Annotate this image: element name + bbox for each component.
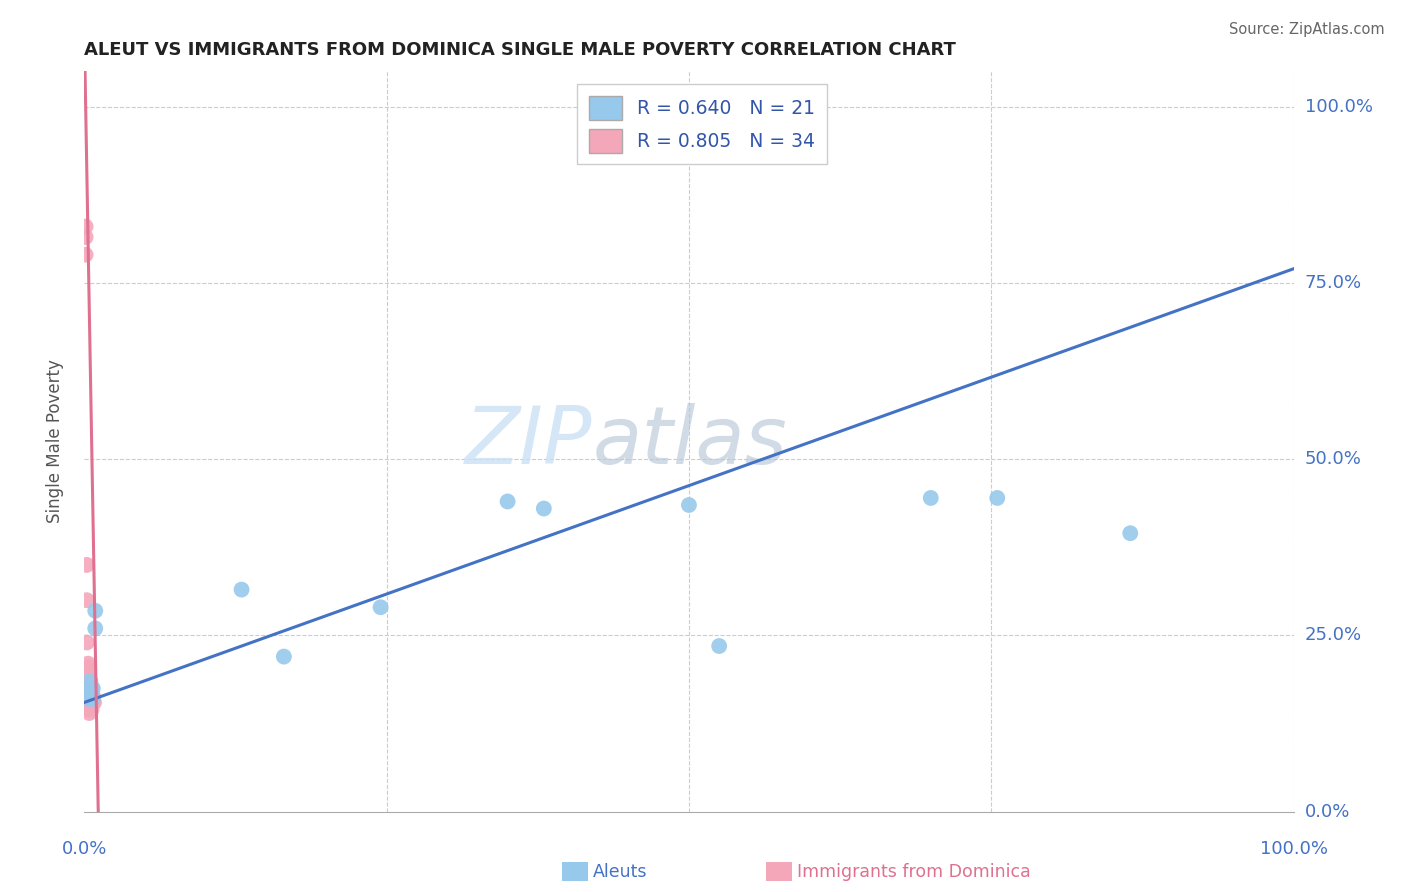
Point xyxy=(79,689,101,703)
Point xyxy=(77,692,100,706)
Point xyxy=(80,681,103,696)
Point xyxy=(77,706,100,720)
Point xyxy=(77,698,100,713)
Point xyxy=(920,491,942,505)
Point xyxy=(77,657,100,671)
Text: 25.0%: 25.0% xyxy=(1305,626,1362,644)
Text: Aleuts: Aleuts xyxy=(593,863,648,881)
Text: ZIP: ZIP xyxy=(465,402,592,481)
Point xyxy=(75,678,97,692)
Point xyxy=(709,639,731,653)
Point xyxy=(75,230,97,244)
Text: Immigrants from Dominica: Immigrants from Dominica xyxy=(797,863,1031,881)
Text: ALEUT VS IMMIGRANTS FROM DOMINICA SINGLE MALE POVERTY CORRELATION CHART: ALEUT VS IMMIGRANTS FROM DOMINICA SINGLE… xyxy=(84,41,956,59)
Point xyxy=(84,604,107,618)
Point xyxy=(80,689,103,703)
Point xyxy=(77,674,100,689)
Point xyxy=(370,600,392,615)
Point xyxy=(79,674,101,689)
Point xyxy=(77,681,100,696)
Text: 50.0%: 50.0% xyxy=(1305,450,1361,468)
Point xyxy=(79,689,101,703)
Text: 100.0%: 100.0% xyxy=(1260,840,1327,858)
Point xyxy=(77,671,100,685)
Point xyxy=(77,689,100,703)
Point xyxy=(76,674,98,689)
Point xyxy=(75,219,97,234)
Point xyxy=(231,582,253,597)
Point xyxy=(77,681,100,696)
Point xyxy=(77,678,100,692)
Point xyxy=(533,501,555,516)
Point xyxy=(77,685,100,699)
Point xyxy=(986,491,1008,505)
Text: atlas: atlas xyxy=(592,402,787,481)
Point xyxy=(80,702,103,716)
Point xyxy=(83,695,105,709)
Point xyxy=(1119,526,1142,541)
Point xyxy=(77,702,100,716)
Text: 75.0%: 75.0% xyxy=(1305,274,1362,292)
Point xyxy=(79,681,101,696)
Point xyxy=(79,695,101,709)
Point xyxy=(79,681,101,696)
Text: 0.0%: 0.0% xyxy=(62,840,107,858)
Point xyxy=(82,695,104,709)
Point xyxy=(80,681,103,696)
Legend: R = 0.640   N = 21, R = 0.805   N = 34: R = 0.640 N = 21, R = 0.805 N = 34 xyxy=(578,85,827,164)
Point xyxy=(77,667,100,681)
Point xyxy=(76,635,98,649)
Y-axis label: Single Male Poverty: Single Male Poverty xyxy=(45,359,63,524)
Point xyxy=(82,681,104,696)
Point xyxy=(77,695,100,709)
Point xyxy=(75,248,97,262)
Point xyxy=(77,660,100,674)
Point xyxy=(80,695,103,709)
Point xyxy=(496,494,519,508)
Text: Source: ZipAtlas.com: Source: ZipAtlas.com xyxy=(1229,22,1385,37)
Point xyxy=(76,593,98,607)
Point xyxy=(84,621,107,635)
Text: 0.0%: 0.0% xyxy=(1305,803,1350,821)
Point xyxy=(678,498,700,512)
Point xyxy=(82,692,104,706)
Text: 100.0%: 100.0% xyxy=(1305,97,1372,116)
Point xyxy=(76,558,98,572)
Point xyxy=(75,671,97,685)
Point xyxy=(82,689,104,703)
Point xyxy=(77,674,100,689)
Point xyxy=(77,692,100,706)
Point xyxy=(77,689,100,703)
Point xyxy=(273,649,295,664)
